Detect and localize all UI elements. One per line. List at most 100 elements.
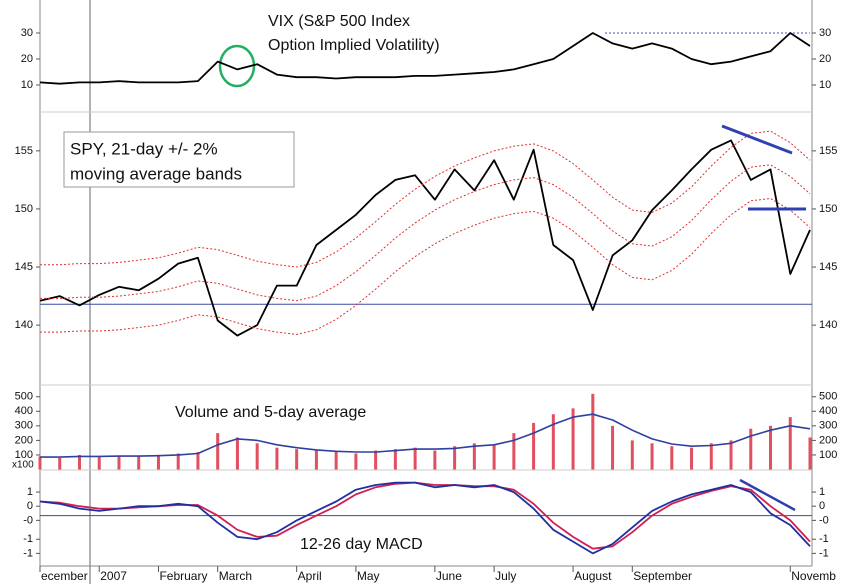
y-tick-label: -0: [819, 514, 829, 526]
bar: [97, 457, 101, 470]
y-tick-label: 20: [819, 53, 831, 65]
volume-unit: x100: [12, 460, 34, 471]
highlight-circle: [218, 44, 256, 88]
x-tick-label: August: [574, 569, 612, 583]
y-tick-label: 140: [819, 319, 837, 331]
y-tick-label: 100: [819, 449, 837, 461]
x-tick-label: April: [298, 569, 322, 583]
bar: [453, 446, 457, 470]
y-tick-label: 500: [15, 391, 33, 403]
y-tick-label: 155: [819, 145, 837, 157]
bar: [433, 450, 437, 470]
y-tick-label: 300: [819, 420, 837, 432]
y-tick-label: 400: [819, 405, 837, 417]
bar: [749, 428, 753, 470]
trend-line: [721, 124, 793, 155]
bar: [551, 414, 555, 470]
spy-label-box: [63, 131, 295, 188]
y-tick-label: 500: [819, 391, 837, 403]
y-tick-label: 0: [27, 500, 33, 512]
y-tick-label: 1: [27, 486, 33, 498]
y-tick-label: -1: [23, 547, 33, 559]
bar: [690, 447, 694, 470]
y-tick-label: -1: [23, 533, 33, 545]
volume-title: Volume and 5-day average: [175, 404, 366, 421]
bar: [354, 453, 358, 470]
bar: [334, 452, 338, 470]
y-tick-label: 400: [15, 405, 33, 417]
y-tick-label: 145: [819, 261, 837, 273]
x-tick-label: September: [633, 569, 692, 583]
series-line: [40, 164, 811, 302]
bar: [709, 443, 713, 470]
y-tick-label: 10: [819, 79, 831, 91]
y-tick-label: 20: [21, 53, 33, 65]
y-tick-label: 155: [15, 145, 33, 157]
y-tick-label: 1: [819, 486, 825, 498]
bar: [611, 425, 615, 470]
y-tick-label: 0: [819, 500, 825, 512]
bar: [808, 437, 812, 470]
bar: [38, 456, 42, 470]
y-tick-label: 100: [15, 449, 33, 461]
y-tick-label: 300: [15, 420, 33, 432]
bar: [413, 447, 417, 470]
bar: [374, 450, 378, 470]
bar: [532, 422, 536, 470]
x-tick-label: February: [159, 569, 207, 583]
bar: [137, 456, 141, 470]
series-line: [39, 32, 811, 85]
bar: [512, 433, 516, 470]
series-line: [40, 198, 811, 335]
bar: [788, 417, 792, 470]
bar: [196, 452, 200, 470]
y-tick-label: -1: [819, 533, 829, 545]
series-line: [39, 139, 811, 337]
bar: [630, 440, 634, 470]
bar: [492, 444, 496, 470]
y-tick-label: 140: [15, 319, 33, 331]
bar: [393, 449, 397, 470]
bar: [176, 453, 180, 470]
y-tick-label: 30: [819, 27, 831, 39]
x-tick-label: June: [436, 569, 462, 583]
x-tick-label: March: [219, 569, 252, 583]
y-tick-label: 200: [15, 434, 33, 446]
series-line: [40, 130, 811, 268]
bar: [255, 443, 259, 470]
bar: [650, 443, 654, 470]
bar: [571, 408, 575, 470]
bar: [156, 454, 160, 470]
bar: [472, 443, 476, 470]
series-line: [39, 481, 811, 555]
x-tick-label: Novemb: [791, 569, 836, 583]
x-tick-label: 2007: [100, 569, 127, 583]
bar: [670, 446, 674, 470]
vix-title: VIX (S&P 500 Index: [268, 13, 410, 30]
y-tick-label: -0: [23, 514, 33, 526]
y-tick-label: 150: [15, 203, 33, 215]
bar: [295, 449, 299, 470]
bar: [117, 455, 121, 470]
bar: [314, 450, 318, 470]
y-tick-label: 30: [21, 27, 33, 39]
bar: [275, 447, 279, 470]
bar: [591, 393, 595, 470]
y-tick-label: 200: [819, 434, 837, 446]
trend-line: [739, 478, 796, 512]
macd-title: 12-26 day MACD: [300, 536, 423, 553]
bar: [58, 457, 62, 470]
bar: [216, 433, 220, 470]
spy-title: SPY, 21-day +/- 2%: [70, 139, 218, 158]
y-tick-label: 10: [21, 79, 33, 91]
y-tick-label: 145: [15, 261, 33, 273]
vix-title: Option Implied Volatility): [268, 37, 440, 54]
x-tick-label: May: [357, 569, 380, 583]
y-tick-label: -1: [819, 547, 829, 559]
y-tick-label: 150: [819, 203, 837, 215]
bar: [769, 425, 773, 470]
spy-title: moving average bands: [70, 164, 242, 183]
